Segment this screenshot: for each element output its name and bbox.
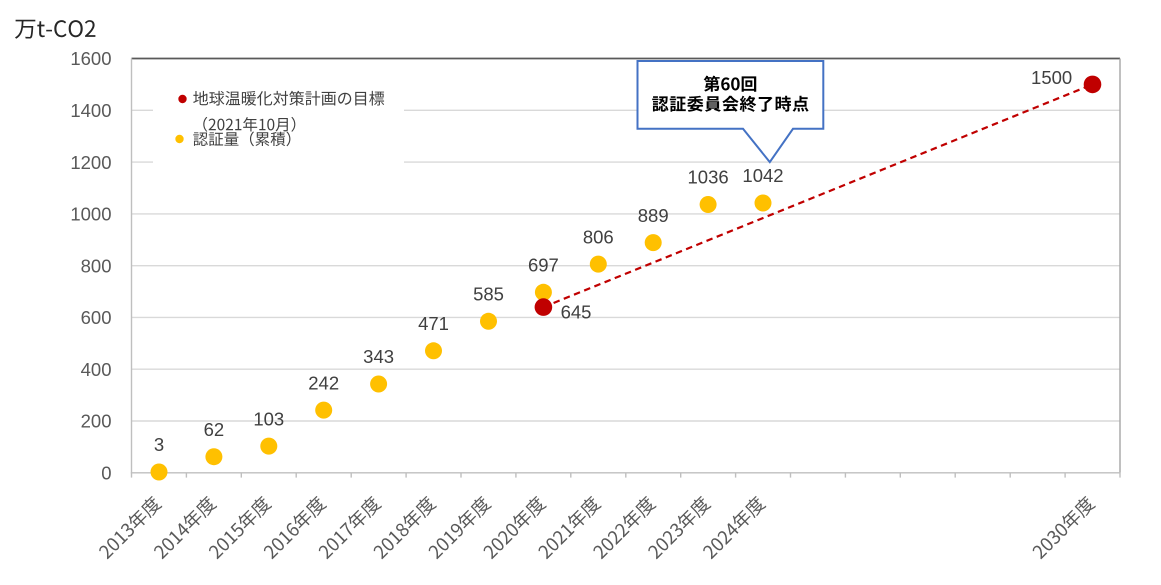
svg-text:800: 800	[81, 255, 112, 276]
svg-text:343: 343	[363, 346, 394, 367]
svg-text:0: 0	[101, 463, 111, 484]
svg-text:1200: 1200	[70, 152, 111, 173]
svg-text:585: 585	[473, 284, 504, 305]
svg-text:600: 600	[81, 307, 112, 328]
svg-text:1036: 1036	[688, 167, 729, 188]
svg-text:400: 400	[81, 359, 112, 380]
svg-text:62: 62	[204, 419, 225, 440]
svg-text:1400: 1400	[70, 100, 111, 121]
svg-text:1500: 1500	[1031, 67, 1072, 88]
svg-text:697: 697	[528, 255, 559, 276]
svg-text:200: 200	[81, 411, 112, 432]
svg-text:889: 889	[638, 205, 669, 226]
svg-text:1000: 1000	[70, 204, 111, 225]
svg-text:1042: 1042	[742, 165, 783, 186]
svg-text:103: 103	[253, 408, 284, 429]
svg-text:806: 806	[583, 226, 614, 247]
svg-text:3: 3	[154, 434, 164, 455]
svg-text:645: 645	[561, 301, 592, 322]
svg-text:471: 471	[418, 313, 449, 334]
svg-text:1600: 1600	[70, 48, 111, 69]
svg-text:242: 242	[308, 372, 339, 393]
